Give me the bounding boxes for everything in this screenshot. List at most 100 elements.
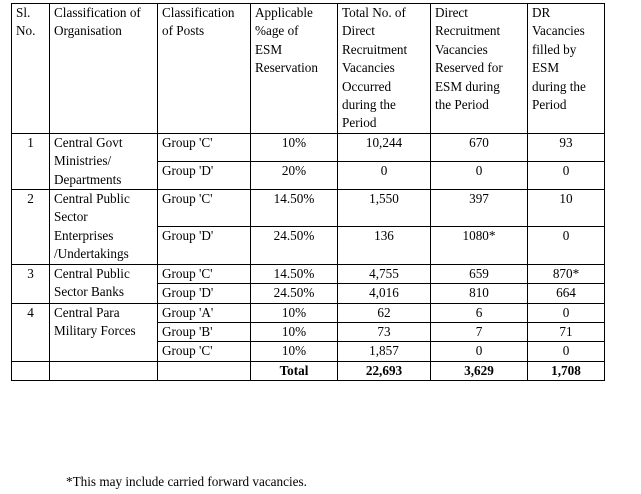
esm-percentage-cell: 10%	[250, 302, 338, 323]
grand-total-vacancies-cell: 22,693	[337, 360, 431, 382]
header-text-line: Period	[342, 115, 377, 131]
filled-vacancies-cell: 0	[527, 341, 605, 362]
esm-percentage-cell: 10%	[250, 132, 338, 162]
header-text-line: Classification	[162, 5, 235, 20]
header-text-line: ESM	[532, 60, 560, 76]
header-text-line: ESM during	[435, 78, 500, 94]
serial-number-cell: 4	[11, 302, 50, 362]
filled-vacancies-cell: 71	[527, 321, 605, 343]
total-vacancies-cell: 1,857	[337, 341, 431, 362]
header-text-line: Reservation	[255, 60, 318, 76]
organisation-cell: Central Public Sector Enterprises/Undertak…	[49, 189, 158, 265]
header-text-line: Recruitment	[342, 41, 408, 57]
header-row: Sl. No. Classification of Organisation Cla…	[11, 3, 605, 134]
header-text-line: Organisation	[54, 23, 122, 39]
reserved-vacancies-cell: 7	[430, 321, 528, 343]
serial-number-cell: 2	[11, 189, 50, 265]
totals-row: Total 22,693 3,629 1,708	[11, 360, 605, 382]
total-vacancies-cell: 4,755	[337, 263, 431, 285]
post-class-cell: Group 'D'	[157, 283, 251, 304]
reserved-vacancies-cell: 659	[430, 263, 528, 285]
organisation-text-line: Sector Banks	[54, 284, 124, 300]
header-text-line: Occurred	[342, 78, 392, 94]
header-text-line: Vacancies	[532, 23, 585, 39]
serial-number-cell: 1	[11, 132, 50, 191]
header-total-vacancies: Total No. of Direct Recruitment Vacancies Oc…	[337, 3, 431, 134]
organisation-text-line: Central Para	[54, 304, 120, 320]
table-row: 3 Central Public Sector Banks Group 'C' 14.5…	[11, 263, 605, 304]
esm-percentage-cell: 24.50%	[250, 226, 338, 265]
grand-total-reserved-cell: 3,629	[430, 360, 528, 382]
table-row: 2 Central Public Sector Enterprises/Underta…	[11, 189, 605, 265]
reserved-vacancies-cell: 0	[430, 160, 528, 191]
filled-vacancies-cell: 0	[527, 160, 605, 191]
post-class-cell: Group 'C'	[157, 263, 251, 285]
filled-vacancies-cell: 870*	[527, 263, 605, 285]
post-class-cell: Group 'B'	[157, 321, 251, 343]
total-vacancies-cell: 1,550	[337, 189, 431, 228]
total-vacancies-cell: 73	[337, 321, 431, 343]
header-text-line: Sl.	[16, 5, 31, 20]
header-text-line: filled by	[532, 41, 577, 57]
header-text-line: during the	[342, 97, 396, 113]
table-row: 1 Central Govt Ministries/Departments Group…	[11, 132, 605, 191]
total-vacancies-cell: 136	[337, 226, 431, 265]
organisation-text-line: Military Forces	[54, 322, 136, 338]
header-reserved-vacancies: Direct Recruitment Vacancies Reserved for ES…	[430, 3, 528, 134]
empty-cell	[49, 360, 158, 382]
header-sl: Sl. No.	[11, 3, 50, 134]
esm-percentage-cell: 14.50%	[250, 263, 338, 285]
organisation-text-line: Central Public	[54, 191, 130, 207]
filled-vacancies-cell: 10	[527, 189, 605, 228]
header-text-line: during the	[532, 78, 586, 94]
header-esm-percentage: Applicable %age of ESM Reservation	[250, 3, 338, 134]
filled-vacancies-cell: 0	[527, 226, 605, 265]
grand-total-filled-cell: 1,708	[527, 360, 605, 382]
filled-vacancies-cell: 664	[527, 283, 605, 304]
esm-percentage-cell: 14.50%	[250, 189, 338, 228]
organisation-text-line: Central Public	[54, 265, 130, 281]
post-class-cell: Group 'C'	[157, 189, 251, 228]
footnote: *This may include carried forward vacanc…	[66, 474, 307, 489]
esm-percentage-cell: 24.50%	[250, 283, 338, 304]
organisation-text-line: Ministries/	[54, 153, 112, 169]
header-text-line: Applicable	[255, 5, 313, 20]
header-text-line: No.	[16, 23, 36, 39]
reserved-vacancies-cell: 397	[430, 189, 528, 228]
esm-percentage-cell: 20%	[250, 160, 338, 191]
post-class-cell: Group 'D'	[157, 160, 251, 191]
header-text-line: Classification of	[54, 5, 141, 20]
total-vacancies-cell: 4,016	[337, 283, 431, 304]
organisation-text-line: Sector	[54, 209, 88, 225]
filled-vacancies-cell: 0	[527, 302, 605, 323]
esm-vacancy-table: Sl. No. Classification of Organisation Cla…	[11, 3, 605, 382]
post-class-cell: Group 'C'	[157, 132, 251, 162]
reserved-vacancies-cell: 670	[430, 132, 528, 162]
header-posts: Classification of Posts	[157, 3, 251, 134]
header-filled-vacancies: DR Vacancies filled by ESM during the Period	[527, 3, 605, 134]
table-row: Group 'C' 10% 1,857 0 0	[12, 341, 605, 362]
header-text-line: %age of	[255, 23, 299, 39]
organisation-text-line: Central Govt	[54, 134, 123, 150]
header-text-line: Total No. of	[342, 5, 406, 20]
header-organisation: Classification of Organisation	[49, 3, 158, 134]
reserved-vacancies-cell: 0	[430, 341, 528, 362]
empty-cell	[157, 360, 251, 382]
esm-percentage-cell: 10%	[250, 341, 338, 362]
organisation-text-line: Departments	[54, 171, 122, 187]
reserved-vacancies-cell: 810	[430, 283, 528, 304]
empty-cell	[11, 360, 50, 382]
header-text-line: Direct	[342, 23, 375, 39]
organisation-cell: Central Public Sector Banks	[49, 263, 158, 304]
organisation-text-line: Enterprises	[54, 227, 114, 243]
header-text-line: Recruitment	[435, 23, 501, 39]
header-text-line: the Period	[435, 97, 489, 113]
total-label-cell: Total	[250, 360, 338, 382]
table-row: 4 Central Para Military Forces Group 'A' 10%…	[11, 302, 605, 362]
header-text-line: of Posts	[162, 23, 205, 39]
header-text-line: Direct	[435, 5, 468, 20]
table-row: Group 'B' 10% 73 7 71	[12, 321, 605, 343]
total-vacancies-cell: 62	[337, 302, 431, 323]
reserved-vacancies-cell: 1080*	[430, 226, 528, 265]
header-text-line: ESM	[255, 41, 283, 57]
